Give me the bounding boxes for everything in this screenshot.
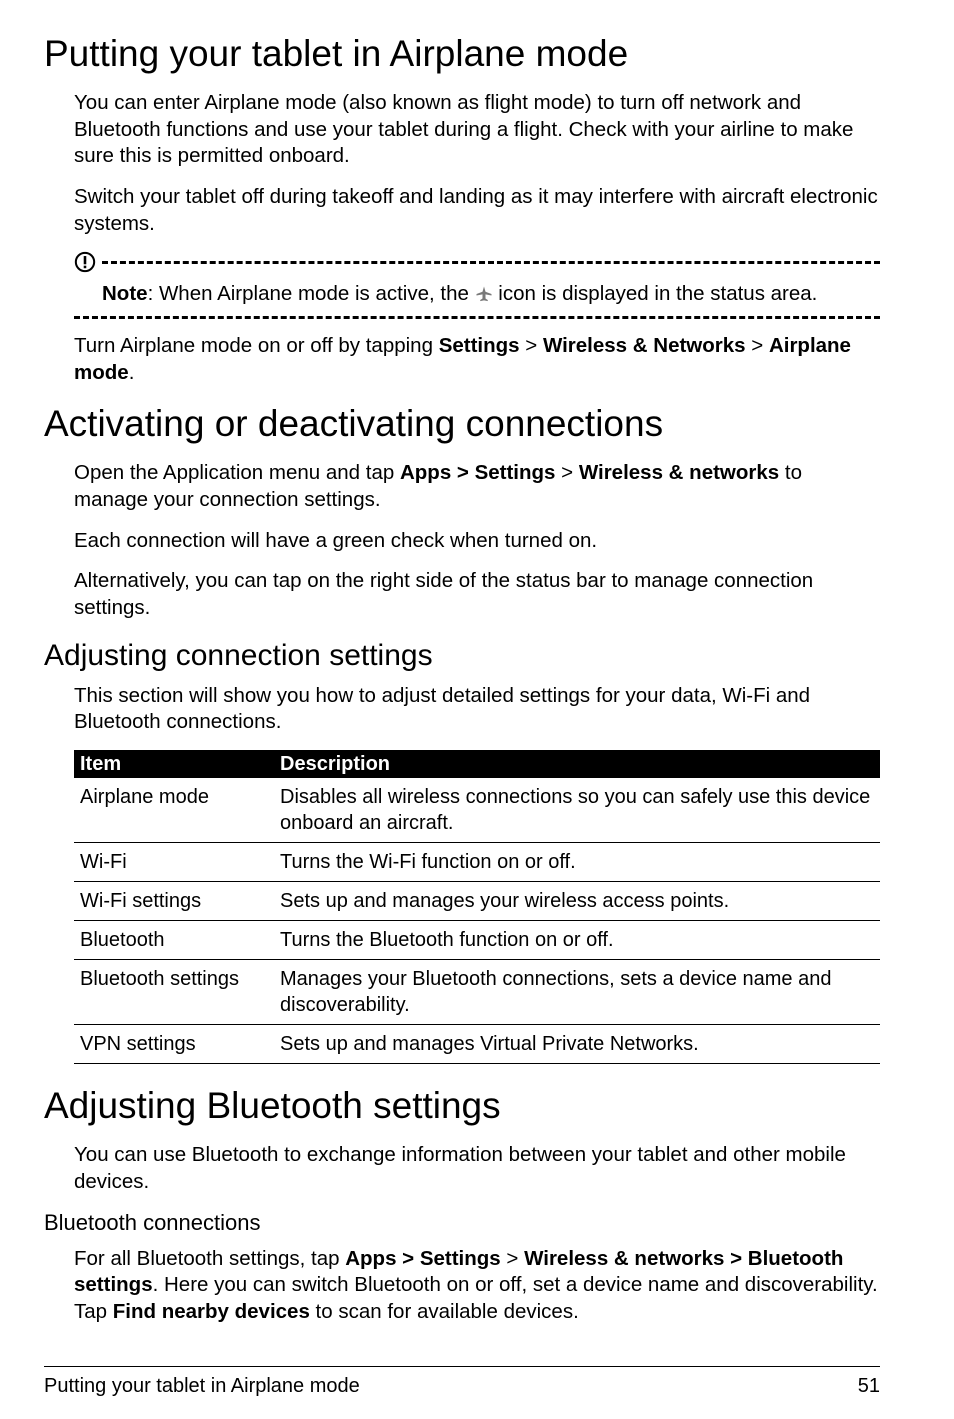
p3-c: > <box>520 334 543 357</box>
note-part2: icon is displayed in the status area. <box>493 282 818 305</box>
note-text: Note: When Airplane mode is active, the … <box>74 275 880 314</box>
s2p1-c: > <box>555 461 578 484</box>
cell-desc: Manages your Bluetooth connections, sets… <box>274 959 880 1024</box>
table-row: Wi-Fi settings Sets up and manages your … <box>74 881 880 920</box>
s4p2-find-nearby: Find nearby devices <box>113 1300 310 1323</box>
table-row: Bluetooth settings Manages your Bluetoot… <box>74 959 880 1024</box>
cell-desc: Sets up and manages Virtual Private Netw… <box>274 1024 880 1063</box>
s2p1-apps-settings: Apps > Settings <box>400 461 555 484</box>
airplane-icon <box>475 285 493 303</box>
table-row: Bluetooth Turns the Bluetooth function o… <box>74 920 880 959</box>
p3-e: > <box>746 334 769 357</box>
heading-adjusting-connection: Adjusting connection settings <box>44 636 880 675</box>
table-row: VPN settings Sets up and manages Virtual… <box>74 1024 880 1063</box>
heading-airplane-mode: Putting your tablet in Airplane mode <box>44 30 880 78</box>
cell-desc: Sets up and manages your wireless access… <box>274 881 880 920</box>
para-green-check: Each connection will have a green check … <box>74 528 880 555</box>
s2p1-wireless: Wireless & networks <box>579 461 779 484</box>
para-open-appmenu: Open the Application menu and tap Apps >… <box>74 460 880 513</box>
footer-page-number: 51 <box>858 1373 880 1399</box>
para-turn-airplane: Turn Airplane mode on or off by tapping … <box>74 333 880 386</box>
note-divider-top <box>74 251 880 273</box>
cell-desc: Turns the Bluetooth function on or off. <box>274 920 880 959</box>
table-header-row: Item Description <box>74 750 880 778</box>
note-block: Note: When Airplane mode is active, the … <box>74 251 880 319</box>
heading-activating-connections: Activating or deactivating connections <box>44 400 880 448</box>
s4p2-g: to scan for available devices. <box>310 1300 579 1323</box>
p3-settings: Settings <box>439 334 520 357</box>
heading-bluetooth-connections: Bluetooth connections <box>44 1209 880 1238</box>
para-airplane-switchoff: Switch your tablet off during takeoff an… <box>74 184 880 237</box>
para-adjusting-intro: This section will show you how to adjust… <box>74 683 880 736</box>
note-part1: : When Airplane mode is active, the <box>148 282 475 305</box>
page-footer: Putting your tablet in Airplane mode 51 <box>44 1366 880 1399</box>
p3-a: Turn Airplane mode on or off by tapping <box>74 334 439 357</box>
note-label: Note <box>102 282 148 305</box>
info-alert-icon <box>74 251 96 273</box>
p3-wireless: Wireless & Networks <box>543 334 746 357</box>
para-airplane-intro: You can enter Airplane mode (also known … <box>74 90 880 170</box>
cell-item: Wi-Fi <box>74 842 274 881</box>
s4p2-c: > <box>501 1247 524 1270</box>
cell-item: Bluetooth settings <box>74 959 274 1024</box>
heading-adjusting-bluetooth: Adjusting Bluetooth settings <box>44 1082 880 1130</box>
para-bluetooth-settings: For all Bluetooth settings, tap Apps > S… <box>74 1246 880 1326</box>
cell-item: Airplane mode <box>74 778 274 843</box>
connection-settings-table: Item Description Airplane mode Disables … <box>74 750 880 1064</box>
table-row: Wi-Fi Turns the Wi-Fi function on or off… <box>74 842 880 881</box>
th-description: Description <box>274 750 880 778</box>
cell-item: Bluetooth <box>74 920 274 959</box>
note-divider-bottom <box>74 316 880 319</box>
cell-item: VPN settings <box>74 1024 274 1063</box>
th-item: Item <box>74 750 274 778</box>
s4p2-a: For all Bluetooth settings, tap <box>74 1247 345 1270</box>
p3-g: . <box>129 361 135 384</box>
s4p2-apps-settings: Apps > Settings <box>345 1247 500 1270</box>
cell-item: Wi-Fi settings <box>74 881 274 920</box>
s2p1-a: Open the Application menu and tap <box>74 461 400 484</box>
para-bluetooth-intro: You can use Bluetooth to exchange inform… <box>74 1142 880 1195</box>
cell-desc: Turns the Wi-Fi function on or off. <box>274 842 880 881</box>
cell-desc: Disables all wireless connections so you… <box>274 778 880 843</box>
para-statusbar-tap: Alternatively, you can tap on the right … <box>74 568 880 621</box>
table-row: Airplane mode Disables all wireless conn… <box>74 778 880 843</box>
footer-title: Putting your tablet in Airplane mode <box>44 1373 360 1399</box>
